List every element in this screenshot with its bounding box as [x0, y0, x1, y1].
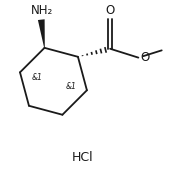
Polygon shape	[38, 19, 45, 48]
Text: NH₂: NH₂	[31, 4, 53, 17]
Text: O: O	[106, 3, 115, 17]
Text: &1: &1	[32, 73, 43, 82]
Text: O: O	[141, 51, 150, 64]
Text: &1: &1	[66, 82, 76, 91]
Text: HCl: HCl	[72, 151, 93, 163]
